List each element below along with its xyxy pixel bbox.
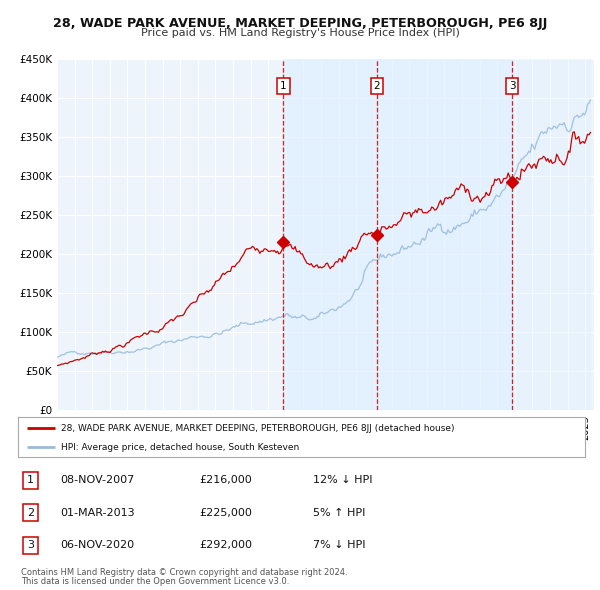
Text: £292,000: £292,000: [199, 540, 253, 550]
Text: £216,000: £216,000: [199, 475, 252, 485]
Text: 7% ↓ HPI: 7% ↓ HPI: [313, 540, 365, 550]
Text: HPI: Average price, detached house, South Kesteven: HPI: Average price, detached house, Sout…: [61, 442, 299, 452]
Text: Contains HM Land Registry data © Crown copyright and database right 2024.: Contains HM Land Registry data © Crown c…: [21, 568, 347, 576]
Text: 28, WADE PARK AVENUE, MARKET DEEPING, PETERBOROUGH, PE6 8JJ: 28, WADE PARK AVENUE, MARKET DEEPING, PE…: [53, 17, 547, 30]
Text: Price paid vs. HM Land Registry's House Price Index (HPI): Price paid vs. HM Land Registry's House …: [140, 28, 460, 38]
Text: 2: 2: [27, 508, 34, 517]
Text: 1: 1: [27, 475, 34, 485]
Bar: [377, 59, 512, 410]
Text: 08-NOV-2007: 08-NOV-2007: [61, 475, 135, 485]
Bar: [283, 59, 377, 410]
Text: 2: 2: [374, 81, 380, 91]
Bar: [512, 59, 590, 410]
Text: 01-MAR-2013: 01-MAR-2013: [61, 508, 135, 517]
Text: 28, WADE PARK AVENUE, MARKET DEEPING, PETERBOROUGH, PE6 8JJ (detached house): 28, WADE PARK AVENUE, MARKET DEEPING, PE…: [61, 424, 454, 433]
Text: 3: 3: [27, 540, 34, 550]
Text: 1: 1: [280, 81, 287, 91]
Text: 06-NOV-2020: 06-NOV-2020: [61, 540, 134, 550]
Text: 3: 3: [509, 81, 515, 91]
Text: This data is licensed under the Open Government Licence v3.0.: This data is licensed under the Open Gov…: [21, 577, 289, 586]
Text: £225,000: £225,000: [199, 508, 253, 517]
Text: 12% ↓ HPI: 12% ↓ HPI: [313, 475, 373, 485]
Text: 5% ↑ HPI: 5% ↑ HPI: [313, 508, 365, 517]
